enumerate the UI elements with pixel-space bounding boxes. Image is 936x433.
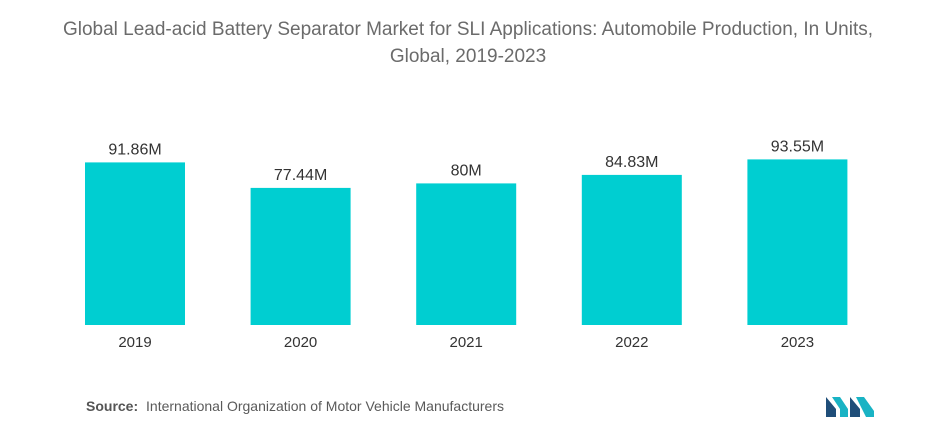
source-text: International Organization of Motor Vehi… [146, 398, 504, 414]
x-tick-2019: 2019 [118, 334, 151, 351]
value-label-2020: 77.44M [274, 167, 327, 184]
value-label-2019: 91.86M [108, 141, 161, 158]
bar-2020 [250, 187, 351, 325]
bar-2019 [85, 162, 185, 325]
value-label-2022: 84.83M [605, 154, 658, 171]
x-tick-2020: 2020 [284, 334, 317, 351]
bars-layer [85, 159, 848, 325]
bar-chart: 91.86M 77.44M 80M 84.83M 93.55M 2019 2020 2021… [85, 138, 848, 351]
source-note: Source: International Organization of Mo… [86, 398, 504, 414]
bar-2022 [581, 174, 682, 325]
chart-title: Global Lead-acid Battery Separator Marke… [62, 19, 874, 67]
x-tick-2023: 2023 [781, 334, 814, 351]
value-label-2021: 80M [451, 162, 482, 179]
x-axis-ticks: 2019 2020 2021 2022 2023 [118, 334, 814, 351]
x-tick-2022: 2022 [615, 334, 648, 351]
bar-2021 [416, 183, 517, 325]
bar-2023 [747, 159, 848, 325]
value-label-2023: 93.55M [771, 138, 824, 155]
value-labels-layer: 91.86M 77.44M 80M 84.83M 93.55M [108, 138, 824, 184]
source-label: Source: [86, 398, 139, 414]
x-tick-2021: 2021 [450, 334, 483, 351]
mordor-intelligence-logo-icon [826, 397, 874, 417]
